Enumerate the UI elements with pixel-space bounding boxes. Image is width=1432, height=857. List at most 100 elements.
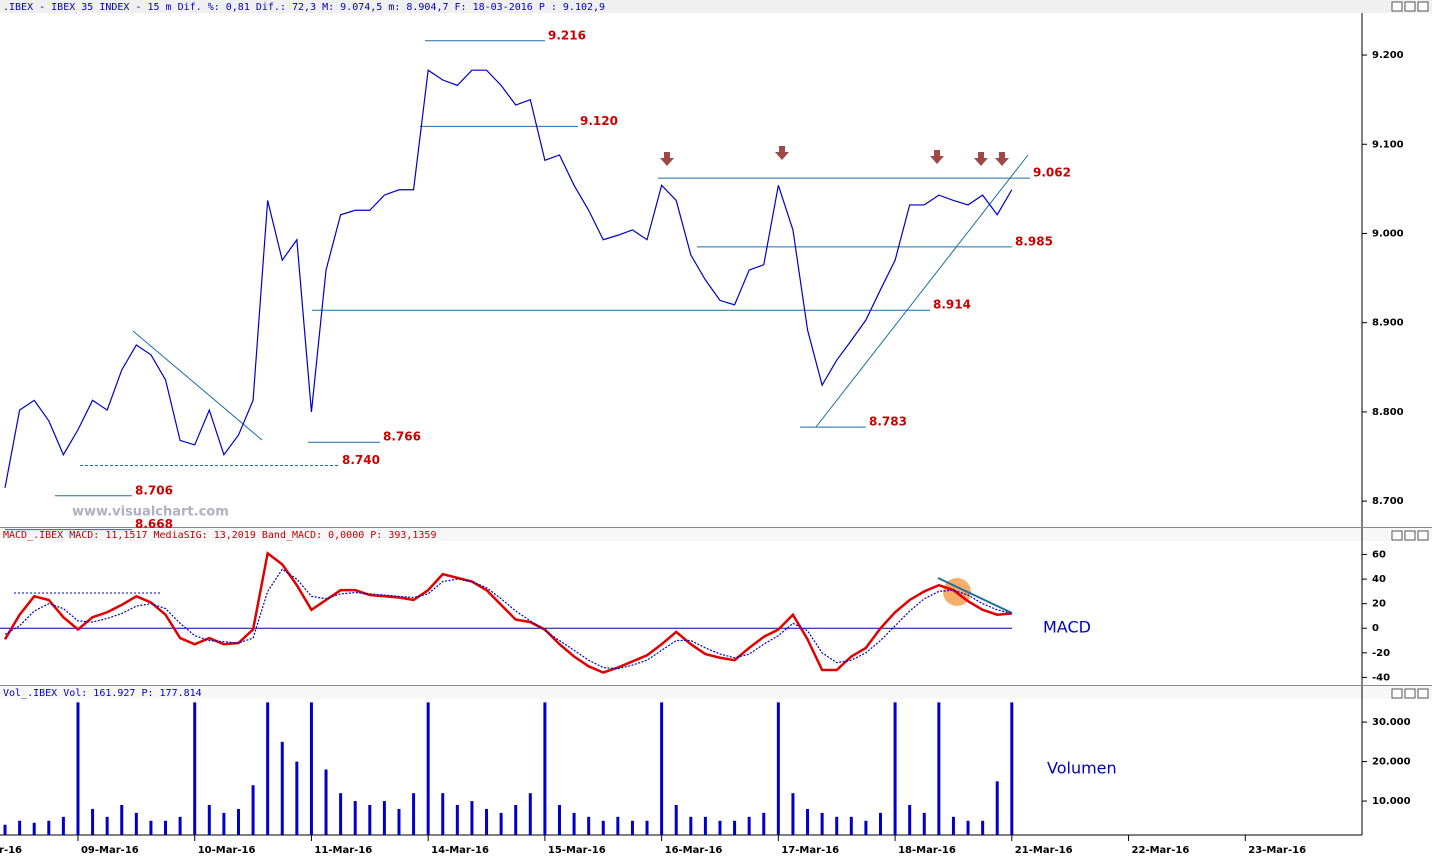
y-tick-label: 8.700 — [1372, 496, 1404, 507]
volume-header: Vol_.IBEX Vol: 161.927 P: 177.814 — [3, 688, 202, 699]
bar — [207, 805, 211, 835]
bar — [689, 816, 693, 835]
bar — [499, 812, 503, 835]
price-header: .IBEX - IBEX 35 INDEX - 15 m Dif. %: 0,8… — [3, 2, 605, 13]
bar — [91, 808, 95, 835]
bar — [893, 702, 897, 835]
bar — [149, 820, 153, 835]
button[interactable] — [1391, 688, 1403, 699]
button[interactable] — [1404, 688, 1416, 699]
bar — [295, 761, 299, 835]
bar — [747, 816, 751, 835]
bar — [441, 793, 445, 835]
x-tick-label: 23-Mar-16 — [1248, 845, 1306, 856]
bar — [557, 805, 561, 835]
bar — [3, 824, 7, 835]
data-line — [4, 568, 1012, 670]
y-tick-label: 20.000 — [1372, 757, 1411, 768]
header-bar — [0, 0, 1432, 13]
y-tick-label: 8.800 — [1372, 407, 1404, 418]
y-tick-label: 10.000 — [1372, 796, 1411, 807]
bar — [616, 816, 620, 835]
bar — [674, 805, 678, 835]
x-tick-label: 09-Mar-16 — [81, 845, 139, 856]
bar — [368, 805, 372, 835]
y-tick-label: 9.000 — [1372, 228, 1404, 239]
bar — [660, 702, 664, 835]
arrows — [660, 146, 1009, 166]
level-label: 9.216 — [548, 28, 586, 42]
x-tick-label: 14-Mar-16 — [431, 845, 489, 856]
bar — [776, 702, 780, 835]
bar — [995, 781, 999, 835]
x-tick-label: 21-Mar-16 — [1015, 845, 1073, 856]
x-tick-label: 17-Mar-16 — [781, 845, 839, 856]
bar — [820, 812, 824, 835]
level-label: 8.668 — [135, 517, 173, 531]
button[interactable] — [1404, 530, 1416, 541]
bar — [645, 820, 649, 835]
x-tick-label: 15-Mar-16 — [548, 845, 606, 856]
y-tick-label: 40 — [1372, 574, 1386, 585]
x-tick-label: 11-Mar-16 — [314, 845, 372, 856]
macd-header: MACD_.IBEX MACD: 11,1517 MediaSIG: 13,20… — [3, 530, 436, 541]
bar — [455, 805, 459, 835]
level-label: 8.985 — [1015, 234, 1053, 248]
bar — [981, 820, 985, 835]
bar — [703, 816, 707, 835]
bar — [236, 808, 240, 835]
bar — [251, 785, 255, 835]
trend-line — [815, 154, 1029, 428]
level-label: 8.783 — [869, 415, 907, 429]
panel-label: MACD — [1043, 618, 1091, 637]
bar — [791, 793, 795, 835]
button[interactable] — [1417, 688, 1429, 699]
bar — [514, 805, 518, 835]
y-tick-label: 9.100 — [1372, 139, 1404, 150]
button[interactable] — [1404, 1, 1416, 12]
x-tick-label: 08-Mar-16 — [0, 845, 22, 856]
trend-line — [937, 577, 1013, 614]
level-label: 8.914 — [933, 298, 971, 312]
bar — [426, 702, 430, 835]
bar — [587, 816, 591, 835]
bar — [762, 812, 766, 835]
y-tick-label: 9.200 — [1372, 50, 1404, 61]
button[interactable] — [1417, 530, 1429, 541]
bar — [485, 808, 489, 835]
bar — [120, 805, 124, 835]
bar — [922, 812, 926, 835]
bar — [32, 822, 36, 835]
trend-line — [132, 330, 263, 441]
button[interactable] — [1391, 1, 1403, 12]
button[interactable] — [1417, 1, 1429, 12]
window-buttons — [1391, 1, 1429, 699]
bar — [324, 769, 328, 835]
bar — [339, 793, 343, 835]
level-label: 8.706 — [135, 483, 173, 497]
y-tick-label: -40 — [1372, 672, 1390, 683]
button[interactable] — [1391, 530, 1403, 541]
bar — [733, 820, 737, 835]
bar — [76, 702, 80, 835]
data-line — [3, 551, 1012, 674]
bar — [572, 812, 576, 835]
bar — [266, 702, 270, 835]
bar — [601, 820, 605, 835]
x-tick-label: 10-Mar-16 — [198, 845, 256, 856]
bar — [412, 793, 416, 835]
bar — [193, 702, 197, 835]
bar — [966, 820, 970, 835]
bar — [908, 805, 912, 835]
bar — [18, 820, 22, 835]
arrow — [930, 150, 944, 164]
bar — [164, 820, 168, 835]
bar — [397, 808, 401, 835]
bar — [718, 820, 722, 835]
bar — [353, 801, 357, 835]
bar — [134, 812, 138, 835]
bar — [47, 820, 51, 835]
